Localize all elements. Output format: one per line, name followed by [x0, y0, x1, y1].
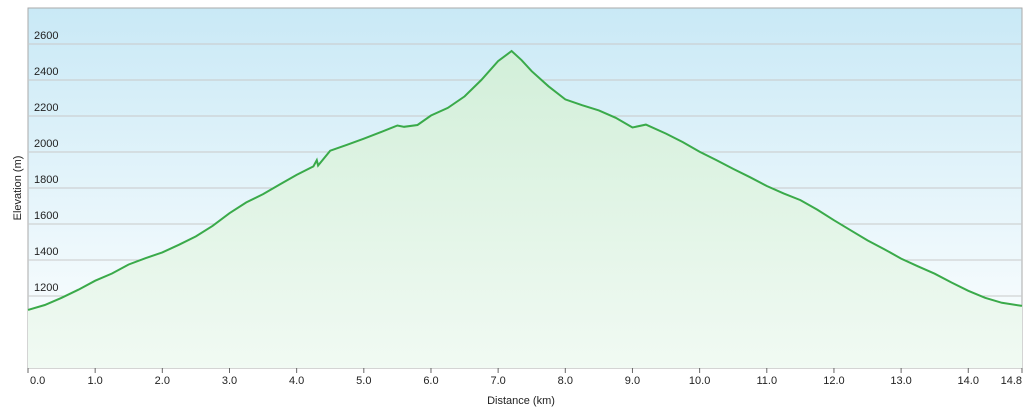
x-tick-label: 9.0 — [625, 375, 640, 387]
x-tick-label: 7.0 — [490, 375, 505, 387]
x-tick-label: 2.0 — [155, 375, 170, 387]
x-tick-label: 8.0 — [558, 375, 573, 387]
x-tick-label: 0.0 — [30, 375, 45, 387]
y-tick-label: 1600 — [34, 210, 58, 222]
x-tick-label: 5.0 — [356, 375, 371, 387]
y-tick-label: 2600 — [34, 30, 58, 42]
x-tick-label: 12.0 — [823, 375, 844, 387]
x-tick-label: 13.0 — [890, 375, 911, 387]
x-tick-label: 14.0 — [958, 375, 979, 387]
x-tick-label: 1.0 — [88, 375, 103, 387]
y-tick-label: 1200 — [34, 282, 58, 294]
y-axis-label: Elevation (m) — [12, 156, 24, 221]
area-fill — [28, 51, 1022, 368]
x-tick-label: 11.0 — [756, 375, 777, 387]
y-tick-label: 1400 — [34, 246, 58, 258]
x-tick-label: 14.8 — [1001, 375, 1022, 387]
x-tick-label: 3.0 — [222, 375, 237, 387]
y-tick-label: 2400 — [34, 66, 58, 78]
x-axis-label: Distance (km) — [487, 395, 555, 407]
y-tick-label: 1800 — [34, 174, 58, 186]
x-tick-label: 4.0 — [289, 375, 304, 387]
elevation-line — [27, 49, 1023, 311]
y-tick-label: 2000 — [34, 138, 58, 150]
x-tick-label: 10.0 — [689, 375, 710, 387]
y-tick-label: 2200 — [34, 102, 58, 114]
x-tick-label: 6.0 — [423, 375, 438, 387]
